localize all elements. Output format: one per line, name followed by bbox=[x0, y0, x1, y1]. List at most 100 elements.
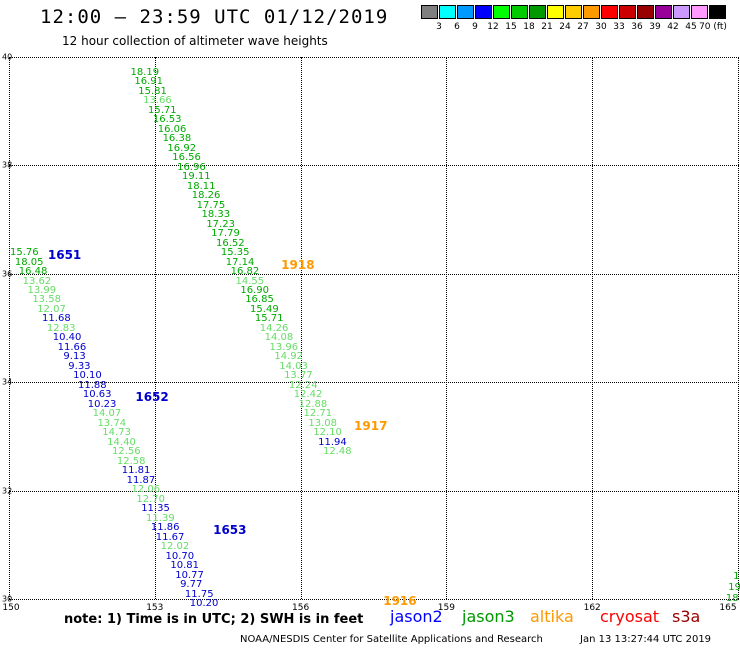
wave-height-value: 16.82 bbox=[230, 266, 260, 278]
wave-height-value: 16.48 bbox=[18, 266, 48, 278]
wave-height-value: 16.56 bbox=[172, 152, 201, 164]
credit-text: NOAA/NESDIS Center for Satellite Applica… bbox=[240, 634, 543, 645]
scale-swatch bbox=[475, 5, 492, 19]
wave-height-value: 14.03 bbox=[279, 360, 308, 372]
longitude-gridline bbox=[9, 57, 10, 599]
scale-label: 9 bbox=[472, 22, 478, 32]
satellite-cryosat: cryosat bbox=[600, 607, 660, 626]
wave-height-value: 13.62 bbox=[22, 275, 52, 287]
wave-height-value: 12.71 bbox=[303, 408, 333, 420]
scale-label: 33 bbox=[613, 22, 625, 32]
pass-time-label: 1916 bbox=[383, 594, 417, 609]
scale-swatch bbox=[421, 5, 438, 19]
wave-height-value: 17.75 bbox=[196, 199, 226, 211]
wave-height-value: 13.66 bbox=[143, 95, 172, 107]
wave-height-value: 16.92 bbox=[167, 142, 197, 154]
scale-swatch bbox=[583, 5, 600, 19]
pass-time-label: 1653 bbox=[213, 523, 247, 538]
pass-time-label: 1917 bbox=[354, 418, 388, 433]
scale-label: 15 bbox=[505, 22, 517, 32]
wave-height-value: 12.07 bbox=[37, 303, 66, 315]
scale-label: 3 bbox=[436, 22, 442, 32]
wave-height-value: 13.74 bbox=[97, 417, 127, 429]
wave-height-value: 17.14 bbox=[225, 256, 255, 268]
wave-height-value: 11.67 bbox=[155, 531, 185, 543]
wave-height-value: 15.49 bbox=[250, 303, 279, 315]
wave-height-value: 10.70 bbox=[165, 550, 195, 562]
longitude-label: 165 bbox=[719, 603, 737, 613]
longitude-gridline bbox=[738, 57, 739, 599]
wave-height-value: 13.08 bbox=[308, 417, 338, 429]
wave-height-value: 12.58 bbox=[116, 455, 146, 467]
scale-label: 30 bbox=[595, 22, 607, 32]
wave-height-value: 12.42 bbox=[293, 389, 323, 401]
longitude-label: 150 bbox=[2, 603, 20, 613]
wave-height-value: 12.10 bbox=[313, 427, 342, 439]
scale-swatch bbox=[529, 5, 546, 19]
latitude-label: 30 bbox=[2, 594, 13, 604]
wave-height-value: 18.26 bbox=[191, 190, 221, 202]
wave-height-value: 9.33 bbox=[68, 360, 91, 372]
pass-time-label: 1918 bbox=[281, 257, 315, 272]
wave-height-value: 17.23 bbox=[206, 218, 235, 230]
latitude-label: 32 bbox=[2, 486, 13, 496]
wave-height-value: 15.76 bbox=[9, 247, 39, 259]
scale-swatch bbox=[673, 5, 690, 19]
map-title: 12:00 – 23:59 UTC 01/12/2019 bbox=[40, 6, 389, 28]
satellite-jason2: jason2 bbox=[390, 607, 443, 626]
wave-height-value: 15.71 bbox=[254, 313, 284, 325]
wave-height-value: 15.71 bbox=[147, 104, 177, 116]
scale-swatch bbox=[637, 5, 654, 19]
longitude-gridline bbox=[592, 57, 594, 599]
wave-height-value: 15.81 bbox=[138, 85, 167, 97]
wave-height-value: 17.79 bbox=[211, 228, 240, 240]
wave-height-value: 11.75 bbox=[184, 588, 214, 600]
scale-swatch bbox=[493, 5, 510, 19]
satellite-jason3: jason3 bbox=[462, 607, 515, 626]
wave-height-value: 11.35 bbox=[141, 503, 170, 515]
wave-height-value: 15.35 bbox=[220, 247, 250, 259]
wave-height-value: 18.11 bbox=[186, 180, 216, 192]
scale-swatch bbox=[511, 5, 528, 19]
wave-height-value: 13.96 bbox=[269, 341, 299, 353]
wave-height-value: 10.10 bbox=[73, 370, 102, 382]
latitude-gridline bbox=[9, 165, 740, 167]
wave-height-value: 16.85 bbox=[245, 294, 274, 306]
wave-height-value: 13.77 bbox=[284, 370, 313, 382]
scale-label: 27 bbox=[577, 22, 589, 32]
wave-height-value: 16.06 bbox=[157, 123, 187, 135]
longitude-gridline bbox=[154, 57, 156, 599]
wave-height-value: 14.92 bbox=[274, 351, 303, 363]
generation-timestamp: Jan 13 13:27:44 UTC 2019 bbox=[580, 634, 712, 645]
scale-swatch bbox=[619, 5, 636, 19]
pass-time-label: 1652 bbox=[135, 390, 169, 405]
latitude-gridline bbox=[9, 490, 740, 492]
wave-height-value: 11.86 bbox=[150, 522, 180, 534]
scale-swatch bbox=[565, 5, 582, 19]
wave-height-value: 10.40 bbox=[52, 332, 82, 344]
scale-label: 70 (ft) bbox=[699, 22, 727, 32]
wave-height-value: 11.88 bbox=[78, 379, 107, 391]
wave-height-value: 19.11 bbox=[182, 171, 211, 183]
longitude-gridline bbox=[300, 57, 302, 599]
longitude-label: 156 bbox=[292, 603, 310, 613]
wave-height-value: 11.94 bbox=[318, 436, 347, 448]
wave-height-value: 11.87 bbox=[126, 474, 156, 486]
wave-height-value: 1 bbox=[733, 570, 740, 582]
wave-height-value: 12.02 bbox=[160, 541, 190, 553]
scale-swatch bbox=[601, 5, 618, 19]
latitude-gridline bbox=[9, 382, 740, 384]
longitude-label: 153 bbox=[146, 603, 164, 613]
wave-height-value: 10.63 bbox=[82, 389, 112, 401]
scale-swatch bbox=[709, 5, 726, 19]
wave-height-value: 10.20 bbox=[189, 598, 219, 609]
wave-height-value: 10.77 bbox=[175, 569, 204, 581]
latitude-gridline bbox=[9, 599, 740, 600]
scale-label: 42 bbox=[667, 22, 679, 32]
wave-height-value: 9.13 bbox=[63, 351, 86, 363]
wave-height-value: 14.26 bbox=[259, 322, 289, 334]
wave-height-value: 14.40 bbox=[107, 436, 136, 448]
wave-height-value: 11.66 bbox=[57, 341, 87, 353]
wave-height-value: 14.07 bbox=[92, 408, 122, 420]
scale-swatch bbox=[655, 5, 672, 19]
